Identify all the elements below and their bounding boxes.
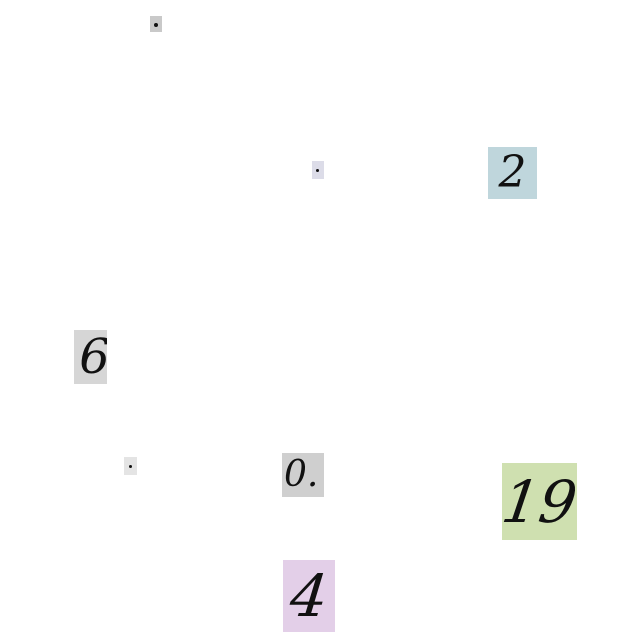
digit-patch: 6 [74,330,107,384]
ink-dot-patch [312,161,324,179]
handwritten-digit: 6 [79,330,107,384]
digit-patch: 2 [488,147,537,199]
digit-patch: 0. [282,453,324,497]
handwritten-digit: 19 [502,467,577,536]
ink-dot-patch [124,457,137,475]
ink-dot-patch [150,16,162,32]
ink-dot [129,465,132,468]
handwritten-digit: 4 [286,562,332,630]
handwritten-digit: 0. [284,454,319,495]
digit-patch: 4 [283,560,335,632]
ink-dot [316,169,319,172]
ink-dot [154,23,158,27]
handwritten-digit: 2 [498,147,527,198]
digit-patch: 19 [502,463,577,540]
